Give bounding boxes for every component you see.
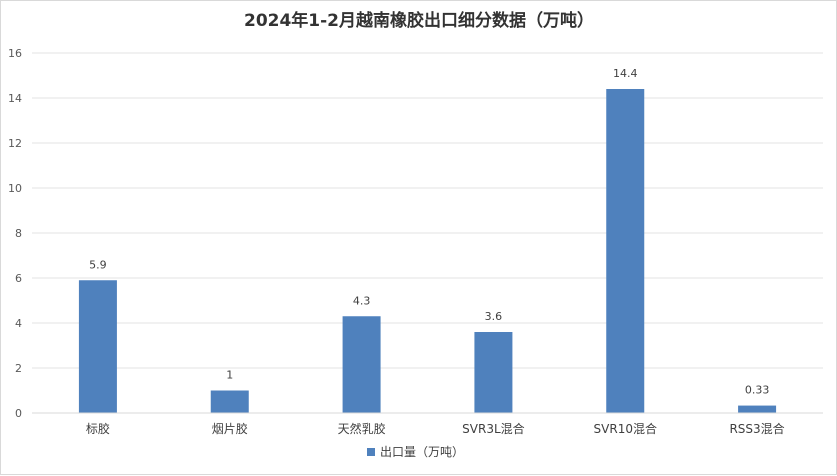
y-tick-label: 8 (15, 227, 22, 240)
data-label: 1 (226, 369, 233, 382)
y-axis-ticks: 0 2 4 6 8 10 12 14 16 (8, 47, 22, 420)
data-label: 0.33 (745, 384, 770, 397)
bar (78, 280, 117, 413)
y-tick-label: 6 (15, 272, 22, 285)
legend-swatch (367, 448, 375, 456)
y-tick-label: 4 (15, 317, 22, 330)
category-label: 标胶 (86, 421, 110, 436)
chart-title: 2024年1-2月越南橡胶出口细分数据（万吨） (244, 10, 594, 31)
category-label: RSS3混合 (729, 421, 784, 436)
legend: 出口量（万吨） (367, 445, 464, 459)
data-label: 4.3 (353, 294, 371, 307)
data-labels: 5.9 1 4.3 3.6 14.4 0.33 (89, 67, 769, 397)
category-label: SVR10混合 (594, 421, 657, 436)
y-tick-label: 12 (8, 137, 22, 150)
y-tick-label: 0 (15, 407, 22, 420)
gridlines (32, 52, 823, 369)
y-tick-label: 10 (8, 182, 22, 195)
bar (738, 405, 777, 413)
category-label: 烟片胶 (212, 421, 248, 436)
legend-label: 出口量（万吨） (380, 445, 464, 459)
bar (342, 316, 381, 413)
bars (78, 89, 777, 413)
y-tick-label: 14 (8, 92, 22, 105)
category-label: SVR3L混合 (462, 421, 525, 436)
data-label: 5.9 (89, 258, 107, 271)
y-tick-label: 2 (15, 362, 22, 375)
data-label: 14.4 (613, 67, 638, 80)
bar (474, 332, 513, 413)
category-label: 天然乳胶 (338, 421, 386, 436)
bar (606, 89, 645, 413)
bar (210, 390, 249, 413)
y-tick-label: 16 (8, 47, 22, 60)
data-label: 3.6 (485, 310, 503, 323)
x-axis-categories: 标胶 烟片胶 天然乳胶 SVR3L混合 SVR10混合 RSS3混合 (86, 421, 785, 436)
